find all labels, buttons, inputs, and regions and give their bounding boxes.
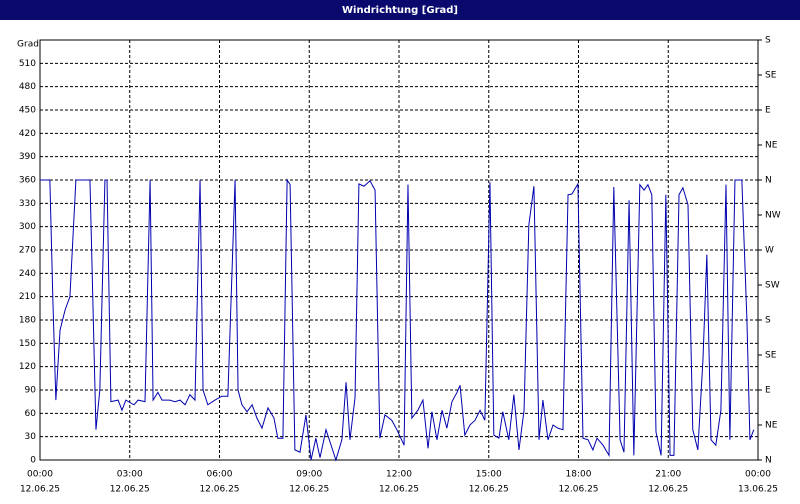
x-tick-label: 12:00 [386,470,412,480]
y-tick-label: 150 [19,339,36,349]
y-tick-label: 330 [19,199,36,209]
x-tick-label: 03:00 [117,470,143,480]
y2-tick-label: NW [765,211,781,221]
y-tick-label: 210 [19,292,36,302]
y-tick-label: 30 [25,432,37,442]
y2-tick-label: SE [765,71,777,81]
y-tick-label: 300 [19,222,36,232]
y-tick-label: 120 [19,362,36,372]
x-tick-label: 18:00 [566,470,592,480]
y-tick-label: 240 [19,269,36,279]
x-tick-label: 06:00 [207,470,233,480]
x-tick-label: 00:00 [745,470,771,480]
y-tick-label: 360 [19,176,36,186]
x-tick-label: 21:00 [655,470,681,480]
y2-tick-label: SW [765,281,780,291]
y2-tick-label: E [765,106,771,116]
x-tick-date: 12.06.25 [110,485,150,495]
x-tick-date: 12.06.25 [199,485,239,495]
y-tick-label: 450 [19,106,36,116]
y-tick-label: 420 [19,129,36,139]
x-tick-date: 12.06.25 [289,485,329,495]
y2-tick-label: N [765,176,772,186]
chart-title: Windrichtung [Grad] [342,5,458,16]
y2-tick-label: NE [765,421,778,431]
x-tick-date: 12.06.25 [379,485,419,495]
x-tick-label: 00:00 [27,470,53,480]
y-tick-label: 390 [19,152,36,162]
y2-tick-label: S [765,36,771,46]
y2-tick-label: NE [765,141,778,151]
x-tick-date: 12.06.25 [20,485,60,495]
y-tick-label: 60 [25,409,37,419]
y-tick-label: 480 [19,82,36,92]
y-axis-label: Grad [17,40,39,50]
y-tick-label: 510 [19,59,36,69]
x-tick-date: 13.06.25 [738,485,778,495]
data-line [40,178,755,462]
x-tick-date: 12.06.25 [558,485,598,495]
y-tick-label: 180 [19,316,36,326]
x-tick-label: 15:00 [476,470,502,480]
y-tick-label: 90 [25,386,37,396]
y2-tick-label: S [765,316,771,326]
x-tick-date: 12.06.25 [648,485,688,495]
x-tick-label: 09:00 [296,470,322,480]
y-tick-label: 0 [30,456,36,466]
y2-tick-label: SE [765,351,777,361]
y2-tick-label: W [765,246,774,256]
y-tick-label: 270 [19,246,36,256]
title-bar [0,0,800,20]
x-tick-date: 12.06.25 [469,485,509,495]
y2-tick-label: E [765,386,771,396]
y2-tick-label: N [765,456,772,466]
